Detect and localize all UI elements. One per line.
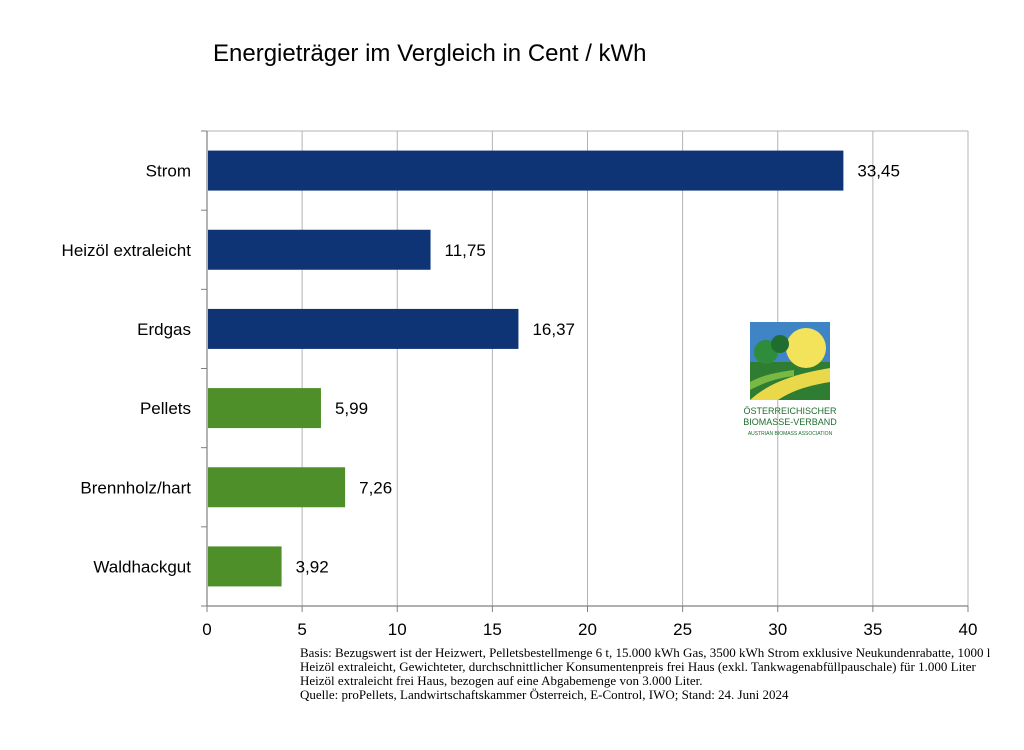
category-label: Pellets bbox=[140, 399, 191, 418]
x-tick-label: 0 bbox=[202, 620, 211, 639]
x-tick-label: 10 bbox=[388, 620, 407, 639]
value-label: 33,45 bbox=[857, 162, 900, 181]
bars bbox=[208, 150, 844, 587]
value-label: 3,92 bbox=[296, 557, 329, 576]
bar bbox=[208, 229, 431, 270]
value-label: 7,26 bbox=[359, 478, 392, 497]
x-tick-label: 35 bbox=[863, 620, 882, 639]
logo-line-2: BIOMASSE-VERBAND bbox=[743, 417, 837, 427]
footnote-basis: Basis: Bezugswert ist der Heizwert, Pell… bbox=[300, 645, 991, 688]
footnote: Basis: Bezugswert ist der Heizwert, Pell… bbox=[300, 646, 1000, 702]
logo-line-3: AUSTRIAN BIOMASS ASSOCIATION bbox=[748, 431, 833, 437]
category-label: Heizöl extraleicht bbox=[62, 241, 192, 260]
axes bbox=[201, 130, 969, 612]
category-label: Erdgas bbox=[137, 320, 191, 339]
category-label: Waldhackgut bbox=[93, 557, 191, 576]
chart-title: Energieträger im Vergleich in Cent / kWh bbox=[213, 40, 647, 67]
bar bbox=[208, 467, 346, 508]
x-tick-label: 40 bbox=[959, 620, 978, 639]
footnote-source: Quelle: proPellets, Landwirtschaftskamme… bbox=[300, 687, 789, 702]
bar bbox=[208, 546, 282, 587]
value-label: 16,37 bbox=[532, 320, 575, 339]
value-label: 5,99 bbox=[335, 399, 368, 418]
x-tick-label: 30 bbox=[768, 620, 787, 639]
labels: 0 5 10 15 20 25 30 35 40 Strom 33,45 Heizöl extrale… bbox=[62, 162, 978, 639]
value-label: 11,75 bbox=[445, 241, 486, 260]
biomasse-verband-logo: ÖSTERREICHISCHER BIOMASSE-VERBAND AUSTRI… bbox=[743, 322, 837, 437]
x-tick-label: 5 bbox=[297, 620, 306, 639]
logo-line-1: ÖSTERREICHISCHER bbox=[743, 406, 837, 416]
gridlines bbox=[207, 130, 969, 606]
bar bbox=[208, 308, 519, 349]
bar bbox=[208, 388, 321, 429]
x-tick-label: 20 bbox=[578, 620, 597, 639]
x-tick-label: 25 bbox=[673, 620, 692, 639]
bar bbox=[208, 150, 844, 191]
x-tick-label: 15 bbox=[483, 620, 502, 639]
category-label: Brennholz/hart bbox=[80, 478, 191, 497]
category-label: Strom bbox=[146, 162, 191, 181]
bar-chart: 0 5 10 15 20 25 30 35 40 Strom 33,45 Heizöl extrale… bbox=[62, 130, 978, 639]
